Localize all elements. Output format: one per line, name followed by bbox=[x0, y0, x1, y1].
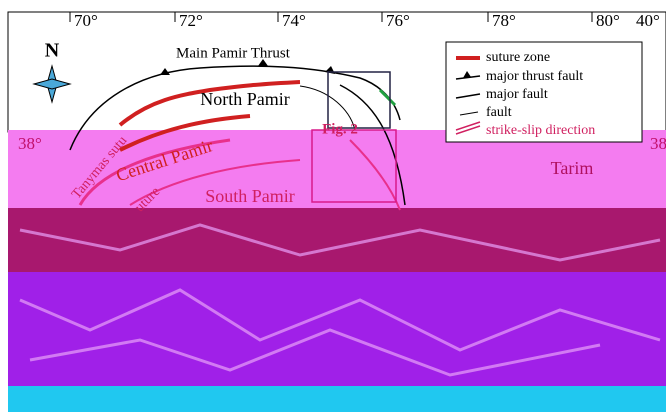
legend-label: fault bbox=[486, 105, 512, 120]
texture bbox=[19, 223, 661, 377]
legend-label: major thrust fault bbox=[486, 69, 583, 84]
place-label: North Pamir bbox=[200, 89, 290, 109]
place-label: South Pamir bbox=[205, 186, 295, 206]
inset-box bbox=[311, 129, 397, 203]
north-arrow bbox=[32, 64, 72, 104]
place-label: Main Pamir Thrust bbox=[176, 45, 291, 61]
latitude-label: 40° bbox=[636, 11, 660, 30]
longitude-label: 72° bbox=[179, 11, 203, 30]
faults bbox=[69, 65, 406, 211]
longitude-label: 76° bbox=[386, 11, 410, 30]
legend-symbol bbox=[459, 111, 479, 116]
band bbox=[8, 208, 666, 272]
longitude-label: 74° bbox=[282, 11, 306, 30]
band bbox=[8, 386, 666, 412]
legend-symbol bbox=[455, 93, 481, 99]
legend-label: major fault bbox=[486, 87, 548, 102]
longitude-label: 78° bbox=[492, 11, 516, 30]
north-label: N bbox=[45, 40, 60, 62]
band bbox=[8, 272, 666, 386]
band bbox=[8, 130, 666, 208]
place-label: Fig. 2 bbox=[322, 121, 358, 137]
place-label: Tarim bbox=[551, 158, 594, 178]
legend-symbol bbox=[463, 71, 471, 78]
legend-symbol bbox=[455, 75, 481, 80]
legend-label: suture zone bbox=[486, 50, 550, 65]
latitude-label: 38° bbox=[18, 134, 42, 153]
graticule bbox=[69, 12, 593, 22]
longitude-label: 70° bbox=[74, 11, 98, 30]
legend-symbol bbox=[455, 121, 481, 135]
legend-label: strike-slip direction bbox=[486, 123, 595, 138]
inset-box bbox=[327, 71, 391, 129]
longitude-label: 80° bbox=[596, 11, 620, 30]
latitude-label: 38 bbox=[650, 134, 666, 153]
